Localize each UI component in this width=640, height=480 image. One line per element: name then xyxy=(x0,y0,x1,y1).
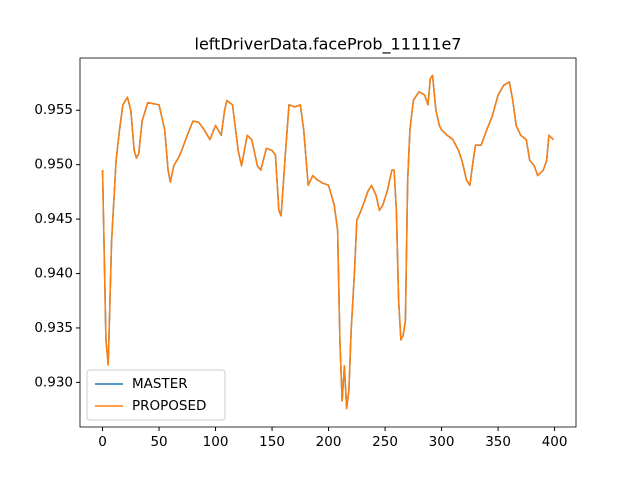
line xyxy=(101,74,554,410)
legend-box xyxy=(86,369,226,421)
legend-label: PROPOSED xyxy=(132,398,206,414)
x-tick-label: 0 xyxy=(98,434,107,450)
x-tick-label: 150 xyxy=(259,434,285,450)
x-tick-label: 350 xyxy=(485,434,511,450)
y-tick-label: 0.930 xyxy=(34,374,73,390)
x-tick-label: 100 xyxy=(203,434,229,450)
y-tick-label: 0.950 xyxy=(34,157,73,173)
chart-title: leftDriverData.faceProb_11111e7 xyxy=(195,35,462,55)
y-tick-label: 0.945 xyxy=(34,211,73,227)
line xyxy=(101,74,554,410)
y-tick-label: 0.935 xyxy=(34,320,73,336)
x-tick-label: 400 xyxy=(542,434,568,450)
x-tick-label: 50 xyxy=(150,434,167,450)
plot-frame xyxy=(79,57,577,428)
x-tick-label: 250 xyxy=(372,434,398,450)
x-tick-label: 300 xyxy=(429,434,455,450)
legend-label: MASTER xyxy=(132,376,188,392)
y-tick-label: 0.955 xyxy=(34,102,73,118)
x-tick-label: 200 xyxy=(316,434,342,450)
y-tick-label: 0.940 xyxy=(34,266,73,282)
